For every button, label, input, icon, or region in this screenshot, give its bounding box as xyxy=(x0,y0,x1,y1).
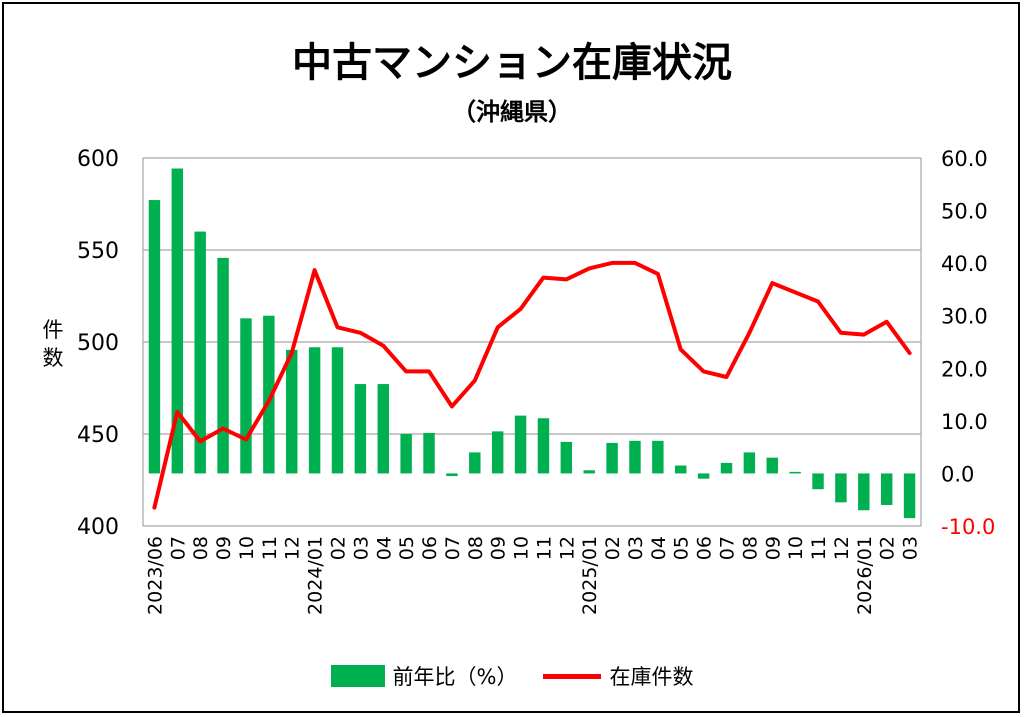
bar xyxy=(583,470,595,474)
x-axis-ticks: 2023/06 07 08 09 10 11 12 2024/01 02 03 04 05 06 07 08… xyxy=(144,536,921,615)
bar xyxy=(675,465,687,474)
x-tick-label: 12 xyxy=(556,536,578,560)
x-tick-label: 03 xyxy=(900,536,922,560)
x-tick-label: 06 xyxy=(694,536,716,560)
bar xyxy=(354,384,367,474)
bar xyxy=(469,452,481,474)
right-tick-label: 0.0 xyxy=(941,462,974,486)
bar xyxy=(880,473,893,505)
x-tick-label: 2024/01 xyxy=(305,536,327,615)
x-tick-label: 2026/01 xyxy=(854,536,876,615)
legend-item-line: 在庫件数 xyxy=(543,661,693,691)
x-tick-label: 05 xyxy=(396,536,418,560)
x-tick-label: 02 xyxy=(328,536,350,560)
x-tick-label: 02 xyxy=(877,536,899,560)
right-tick-label: 60.0 xyxy=(941,147,988,171)
x-tick-label: 09 xyxy=(213,536,235,560)
x-tick-label: 11 xyxy=(808,536,830,560)
bar xyxy=(652,440,664,474)
bar xyxy=(606,442,618,474)
bar xyxy=(629,440,641,474)
left-tick-label: 450 xyxy=(77,423,119,448)
x-tick-label: 10 xyxy=(511,536,533,560)
bar xyxy=(743,452,756,474)
legend-bar-swatch xyxy=(330,665,385,687)
x-tick-label: 09 xyxy=(762,536,784,560)
right-tick-label: 30.0 xyxy=(941,305,988,329)
x-tick-label: 08 xyxy=(739,536,761,560)
right-tick-label: 20.0 xyxy=(941,357,988,381)
left-axis-ticks: 600 550 500 450 400 xyxy=(77,147,119,540)
x-tick-label: 06 xyxy=(419,536,441,560)
bar xyxy=(171,168,184,474)
bar xyxy=(537,418,550,474)
right-tick-label: 10.0 xyxy=(941,410,988,434)
line-path xyxy=(152,260,912,510)
chart-subtitle: （沖縄県） xyxy=(452,98,572,126)
bar xyxy=(835,473,847,503)
bar xyxy=(308,347,321,474)
bar xyxy=(194,231,206,474)
y-axis-label: 件数 xyxy=(42,318,64,370)
bar xyxy=(858,473,870,511)
bar xyxy=(766,457,778,474)
x-tick-label: 12 xyxy=(282,536,304,560)
left-tick-label: 500 xyxy=(77,331,119,356)
bar xyxy=(217,257,229,474)
left-tick-label: 550 xyxy=(77,239,119,264)
right-tick-label: 40.0 xyxy=(941,252,988,276)
x-tick-label: 11 xyxy=(259,536,281,560)
x-tick-label: 08 xyxy=(190,536,212,560)
bar xyxy=(789,471,801,474)
bar xyxy=(423,432,435,474)
chart-title: 中古マンション在庫状況 xyxy=(292,40,732,86)
right-axis-ticks: 60.0 50.0 40.0 30.0 20.0 10.0 0.0 -10.0 xyxy=(941,147,995,539)
legend-bar-label: 前年比（%） xyxy=(392,665,518,689)
x-tick-label: 10 xyxy=(236,536,258,560)
bar xyxy=(491,431,504,474)
legend-line-label: 在庫件数 xyxy=(609,665,694,689)
bar xyxy=(148,200,161,474)
x-tick-label: 11 xyxy=(533,536,555,560)
bar xyxy=(377,384,389,474)
right-tick-label: 50.0 xyxy=(941,200,988,224)
left-tick-label: 400 xyxy=(77,515,119,540)
bar xyxy=(286,349,298,474)
x-tick-label: 04 xyxy=(648,536,670,560)
bar xyxy=(720,462,733,474)
x-tick-label: 03 xyxy=(625,536,647,560)
x-tick-label: 03 xyxy=(350,536,372,560)
x-tick-label: 07 xyxy=(167,536,189,560)
x-tick-label: 10 xyxy=(785,536,807,560)
right-tick-label: -10.0 xyxy=(941,515,995,539)
legend: 前年比（%） 在庫件数 xyxy=(0,658,1024,694)
line-series xyxy=(152,260,912,510)
bar xyxy=(697,473,710,479)
bar xyxy=(560,441,573,474)
bar xyxy=(514,415,527,474)
left-tick-label: 600 xyxy=(77,147,119,172)
x-tick-label: 2023/06 xyxy=(144,536,166,615)
bar xyxy=(446,473,458,477)
bar xyxy=(903,473,916,519)
x-tick-label: 05 xyxy=(671,536,693,560)
bar-series xyxy=(148,168,916,519)
bar xyxy=(812,473,824,490)
x-tick-label: 08 xyxy=(465,536,487,560)
bar xyxy=(240,318,252,474)
x-tick-label: 2025/01 xyxy=(579,536,601,615)
bar xyxy=(400,434,412,474)
gridlines xyxy=(142,157,922,527)
x-tick-label: 12 xyxy=(831,536,853,560)
x-tick-label: 07 xyxy=(442,536,464,560)
x-tick-label: 09 xyxy=(488,536,510,560)
bar xyxy=(263,315,275,474)
x-tick-label: 07 xyxy=(717,536,739,560)
bar xyxy=(331,347,344,474)
legend-item-bar: 前年比（%） xyxy=(330,661,518,691)
legend-line-swatch xyxy=(543,673,602,679)
x-tick-label: 04 xyxy=(373,536,395,560)
x-tick-label: 02 xyxy=(602,536,624,560)
